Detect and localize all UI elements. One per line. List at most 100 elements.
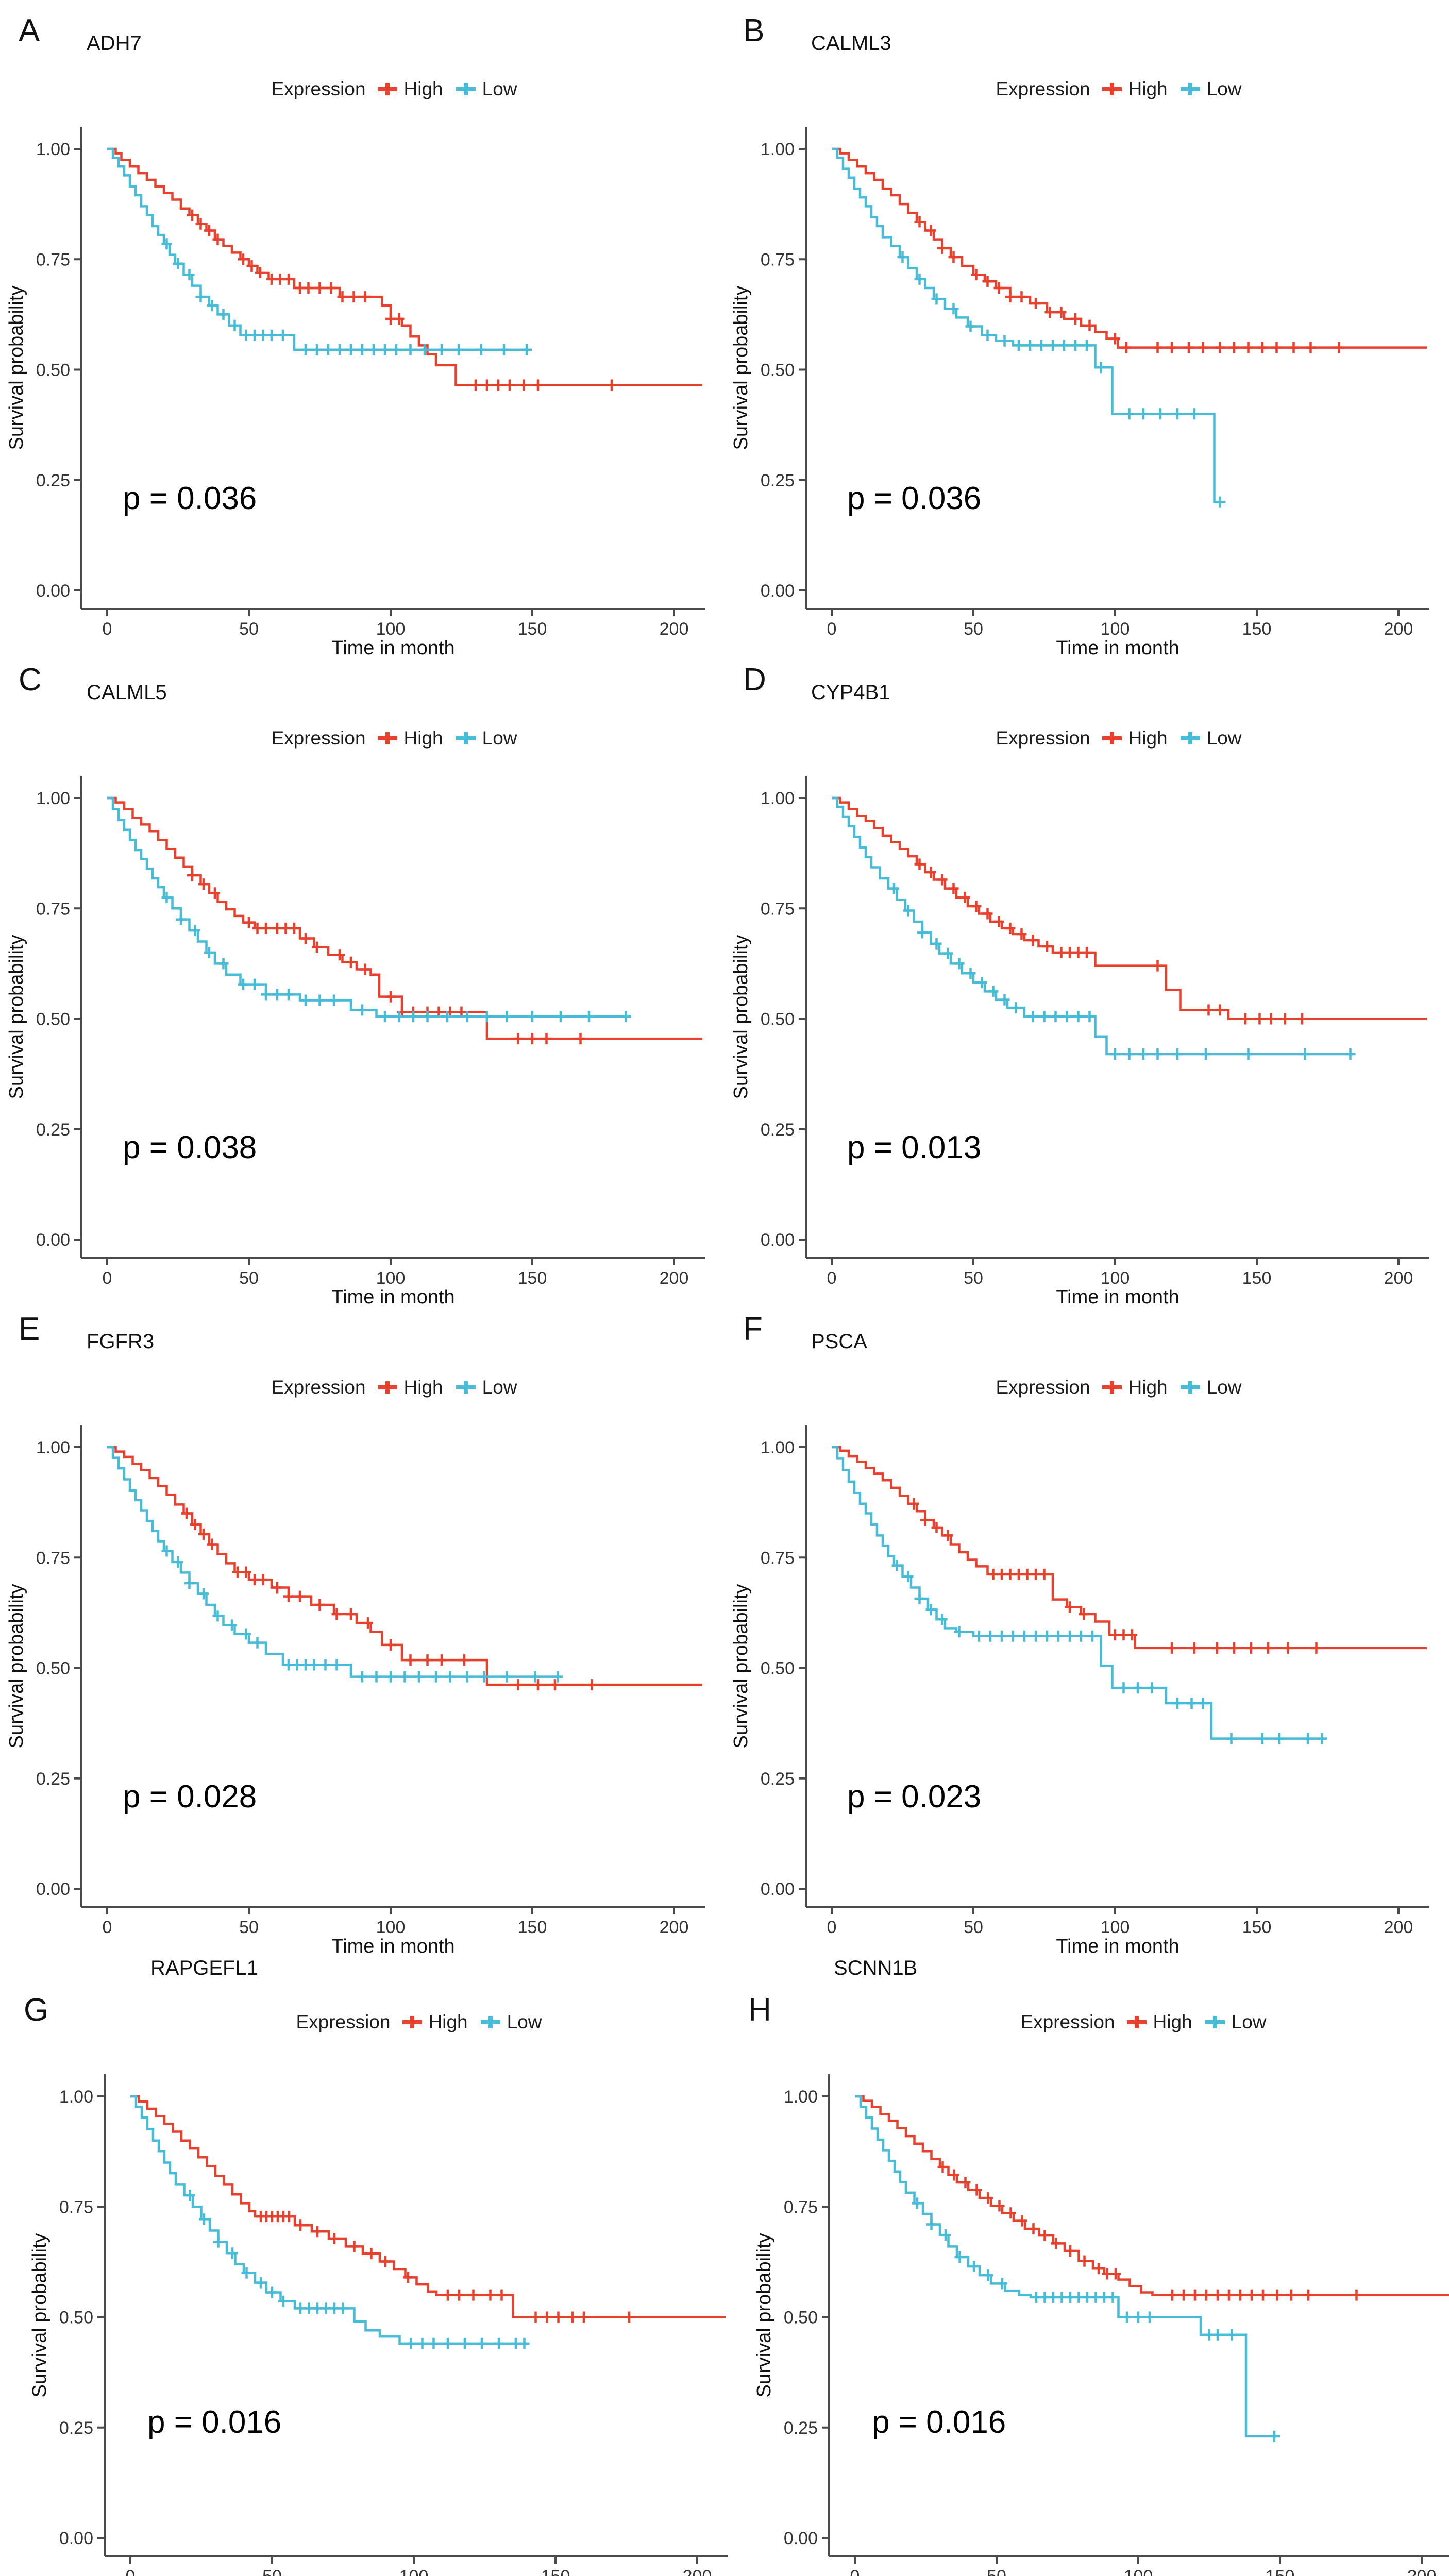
censor-mark — [1152, 960, 1163, 972]
censor-mark — [312, 941, 322, 953]
censor-mark — [1186, 1698, 1197, 1709]
censor-mark — [312, 2226, 323, 2238]
censor-mark — [295, 1590, 305, 1602]
censor-mark — [380, 344, 390, 355]
censor-mark — [518, 379, 529, 391]
censor-mark — [993, 282, 1004, 294]
censor-mark — [329, 2232, 340, 2244]
censor-mark — [303, 282, 314, 294]
censor-mark — [204, 225, 214, 236]
censor-mark — [1073, 1011, 1084, 1023]
censor-mark — [1016, 928, 1027, 940]
censor-mark — [940, 2229, 951, 2241]
censor-mark — [1025, 340, 1035, 351]
censor-mark — [1351, 2289, 1362, 2301]
censor-mark — [187, 869, 197, 881]
censor-marks-high — [187, 869, 586, 1045]
x-tick-label: 50 — [239, 619, 259, 639]
censor-mark — [368, 344, 379, 355]
censor-mark — [897, 251, 908, 263]
censor-mark — [403, 2272, 413, 2283]
low-censor-icon — [456, 1381, 476, 1394]
censor-mark — [584, 1011, 594, 1023]
expression-legend: Expression High Low — [756, 78, 1449, 100]
censor-mark — [442, 1011, 452, 1023]
censor-mark — [1031, 1630, 1041, 1642]
censor-mark — [283, 1590, 294, 1602]
y-axis-ticks: 0.00 0.25 0.50 0.75 1.00 — [36, 140, 81, 601]
censor-mark — [542, 2311, 552, 2323]
censor-mark — [380, 2256, 391, 2267]
x-tick-label: 50 — [987, 2567, 1006, 2576]
censor-mark — [1005, 291, 1016, 303]
y-axis-title: Survival probability — [6, 286, 27, 450]
high-censor-icon — [1102, 83, 1122, 95]
censor-mark — [289, 922, 299, 934]
censor-mark — [229, 319, 240, 331]
y-tick-label: 1.00 — [36, 789, 70, 808]
survival-curve-high — [832, 796, 1427, 1020]
censor-mark — [1189, 1642, 1200, 1654]
censor-mark — [394, 313, 405, 325]
censor-mark — [1152, 1048, 1163, 1060]
censor-mark — [889, 883, 899, 894]
y-tick-label: 0.75 — [761, 250, 795, 269]
panel-label: A — [19, 13, 41, 48]
censor-mark — [527, 1011, 537, 1023]
low-censor-icon — [456, 83, 476, 95]
censor-mark — [443, 2337, 453, 2349]
censor-mark — [385, 991, 396, 1003]
censor-mark — [1036, 340, 1047, 351]
panel-label: D — [743, 662, 767, 698]
censor-mark — [527, 1033, 537, 1045]
censor-mark — [912, 2197, 922, 2209]
x-tick-label: 150 — [518, 1918, 547, 1937]
censor-mark — [1084, 1011, 1095, 1023]
panel-label: C — [19, 662, 42, 698]
censor-mark — [494, 2337, 504, 2349]
censor-mark — [320, 1659, 331, 1671]
censor-mark — [482, 379, 492, 391]
censor-mark — [926, 2218, 937, 2230]
censor-mark — [1201, 1048, 1211, 1060]
axes — [805, 1425, 1429, 1908]
censor-mark — [971, 2184, 982, 2196]
censor-mark — [891, 1560, 902, 1571]
censor-mark — [1274, 1733, 1285, 1744]
censor-mark — [443, 2289, 453, 2301]
censor-mark — [974, 1630, 984, 1642]
censor-mark — [1082, 340, 1092, 351]
y-tick-label: 0.00 — [59, 2529, 93, 2548]
x-axis-title: Time in month — [1056, 1286, 1179, 1308]
survival-curve-low — [130, 2095, 527, 2345]
censor-mark — [258, 1574, 268, 1586]
censor-mark — [184, 269, 195, 281]
censor-mark — [453, 344, 464, 355]
censor-marks-low — [889, 883, 1356, 1060]
y-tick-label: 0.75 — [36, 1548, 70, 1568]
censor-mark — [261, 989, 271, 1001]
km-panel-b: B CALML3 Expression High Low p = 0.036 0… — [724, 0, 1449, 659]
censor-mark — [300, 344, 311, 355]
censor-mark — [942, 1530, 953, 1541]
censor-mark — [914, 858, 925, 870]
censor-marks-high — [181, 1507, 597, 1691]
censor-mark — [530, 1671, 541, 1683]
y-axis-ticks: 0.00 0.25 0.50 0.75 1.00 — [761, 1438, 806, 1899]
y-axis-title: Survival probability — [753, 2233, 775, 2398]
y-axis-ticks: 0.00 0.25 0.50 0.75 1.00 — [59, 2087, 105, 2548]
censor-mark — [541, 1033, 552, 1045]
censor-mark — [300, 933, 311, 944]
y-tick-label: 0.25 — [59, 2418, 93, 2438]
low-censor-icon — [1180, 732, 1200, 744]
censor-mark — [422, 1654, 433, 1666]
censor-mark — [357, 1671, 367, 1683]
censor-mark — [937, 242, 948, 254]
censor-mark — [161, 238, 172, 250]
censor-mark — [1269, 2430, 1279, 2442]
y-axis-title: Survival probability — [730, 286, 752, 450]
censor-mark — [436, 344, 447, 355]
x-tick-label: 0 — [827, 619, 837, 639]
censor-mark — [334, 949, 345, 961]
censor-mark — [482, 1011, 492, 1023]
